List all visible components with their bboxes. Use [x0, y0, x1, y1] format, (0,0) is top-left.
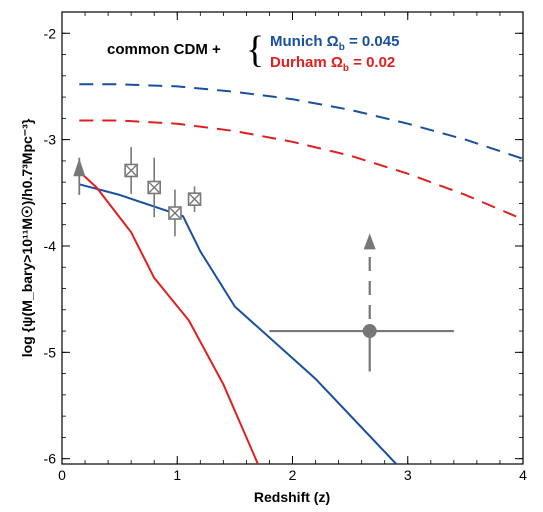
- y-axis-title: log {ψ(M_bary>10¹¹M☉)/h0.7³Mpc⁻³}: [19, 118, 35, 357]
- data-point-cross-b: [189, 193, 201, 205]
- annotation-durham-label: Durham Ω: [270, 54, 343, 71]
- annotation-brace: {: [246, 29, 264, 71]
- annotation-munich-value: = 0.045: [345, 33, 400, 50]
- y-tick-label: -5: [44, 344, 57, 360]
- y-tick-label: -3: [44, 132, 57, 148]
- legend-annotation: common CDM + { Munich Ωb = 0.045 Durham …: [107, 29, 399, 74]
- annotation-munich-label: Munich Ω: [270, 33, 339, 50]
- series-munich-dashed: [79, 83, 523, 160]
- data-point-cross-b: [148, 181, 160, 193]
- x-tick-label: 4: [519, 467, 527, 483]
- annotation-lead: common CDM +: [107, 41, 221, 58]
- x-axis-title: Redshift (z): [254, 489, 330, 505]
- annotation-munich: Munich Ωb = 0.045: [270, 33, 399, 53]
- annotation-munich-sub: b: [339, 42, 345, 53]
- tick-labels: 0 1 2 3 4 -2 -3 -4 -5 -6: [44, 25, 528, 483]
- plot-frame: [61, 11, 524, 465]
- series-munich-solid: [79, 183, 397, 464]
- annotation-durham-sub: b: [343, 63, 349, 74]
- x-tick-label: 0: [58, 467, 66, 483]
- points-layer: [73, 147, 454, 372]
- series-layer: [78, 83, 523, 464]
- lower-limit-arrowhead: [73, 158, 86, 177]
- axis-ticks: [61, 12, 524, 464]
- data-point-cross-b: [169, 207, 181, 219]
- y-tick-label: -2: [44, 25, 57, 41]
- series-durham-solid: [78, 170, 259, 464]
- annotation-durham: Durham Ωb = 0.02: [270, 54, 395, 74]
- x-tick-label: 2: [289, 467, 297, 483]
- y-tick-label: -4: [44, 238, 57, 254]
- y-tick-label: -6: [44, 451, 57, 467]
- x-tick-label: 3: [404, 467, 412, 483]
- data-point-cross-b: [125, 164, 137, 176]
- big-point-marker: [362, 324, 377, 339]
- series-durham-dashed: [79, 119, 523, 221]
- big-point-arrowhead: [363, 233, 376, 250]
- x-tick-label: 1: [173, 467, 181, 483]
- annotation-durham-value: = 0.02: [349, 54, 395, 71]
